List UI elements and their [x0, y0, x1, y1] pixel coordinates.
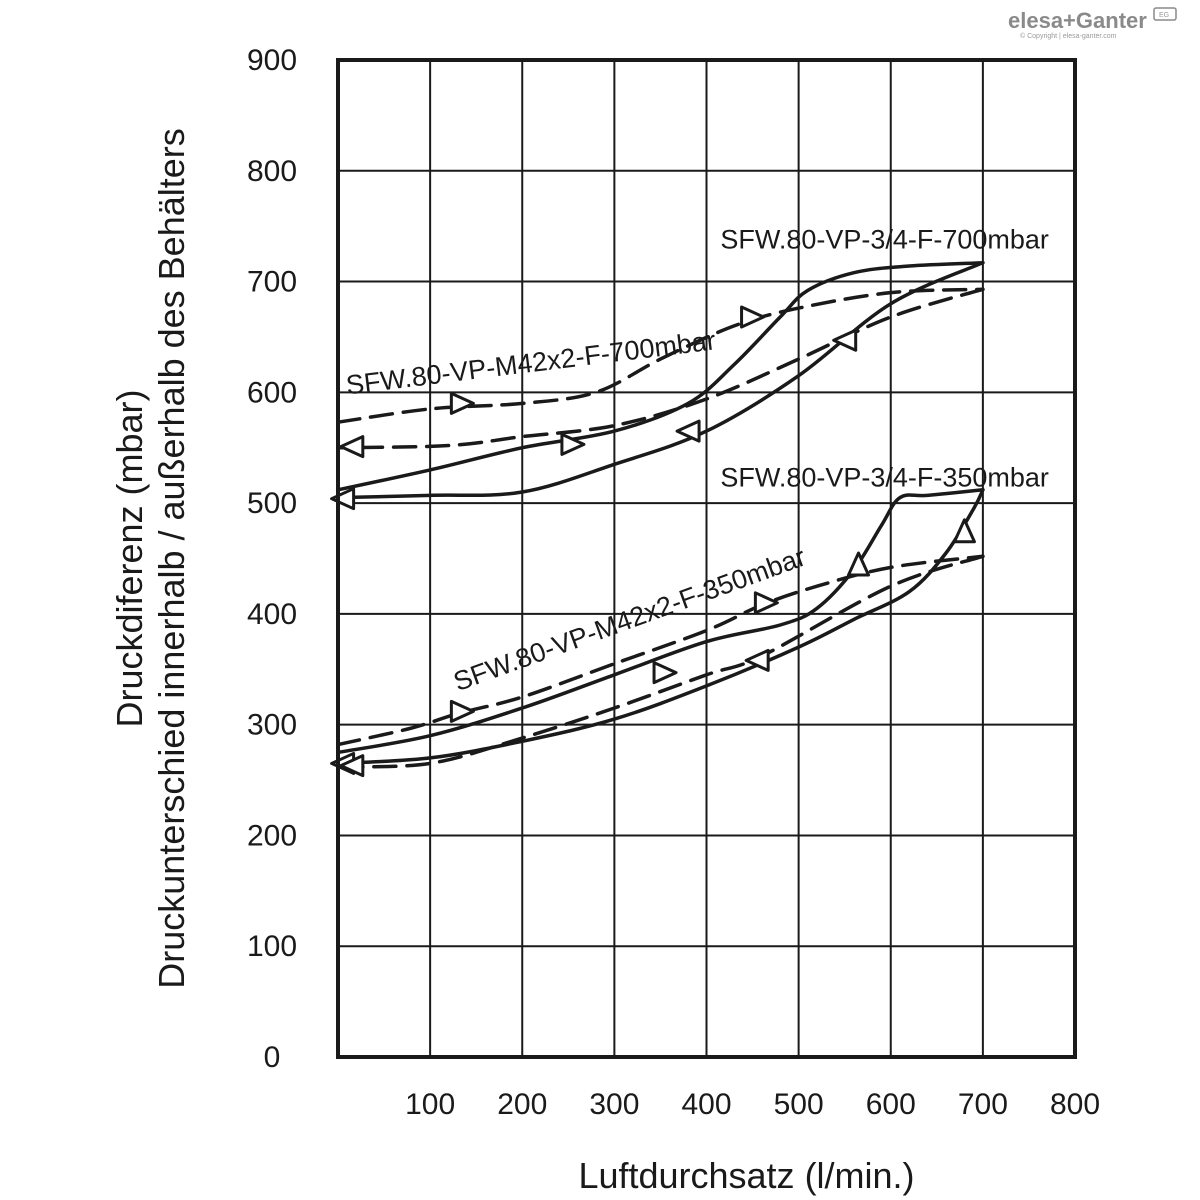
plot-frame: [336, 58, 1077, 1059]
series-2-arrow-1: [952, 518, 976, 544]
x-tick-label-5: 600: [866, 1088, 916, 1121]
series-label-3: SFW.80-VP-M42x2-F-350mbar: [450, 542, 810, 697]
y-tick-label-2: 200: [247, 819, 297, 852]
series-3-loading-line: [336, 554, 985, 747]
brand-logo-text: elesa+Ganter: [1008, 8, 1147, 33]
arrow-layer: [330, 305, 976, 778]
series-3-arrow-1: [652, 661, 678, 685]
x-tick-label-6: 700: [958, 1088, 1008, 1121]
series-1-arrow-3: [339, 435, 365, 459]
series-2-arrow-0: [847, 551, 871, 577]
y-tick-label-8: 800: [247, 155, 297, 188]
series-1-arrow-1: [740, 305, 766, 329]
series-0-loading-line: [336, 260, 985, 492]
x-tick-label-4: 500: [774, 1088, 824, 1121]
y-tick-label-7: 700: [247, 266, 297, 299]
series-1-arrow-0: [449, 391, 475, 415]
x-tick-label-1: 200: [497, 1088, 547, 1121]
series-0-arrow-0: [560, 432, 586, 456]
y-tick-label-0: 0: [264, 1041, 281, 1074]
y-tick-label-6: 600: [247, 376, 297, 409]
x-tick-label-0: 100: [405, 1088, 455, 1121]
series-label-2: SFW.80-VP-3/4-F-350mbar: [720, 462, 1049, 492]
y-tick-label-3: 300: [247, 709, 297, 742]
brand-logo: elesa+Ganter EG © Copyright | elesa-gant…: [1008, 7, 1177, 40]
brand-logo-badge-text: EG: [1159, 12, 1169, 19]
series-0-unloading-line: [336, 260, 985, 500]
series-3-unloading-line: [336, 554, 985, 769]
y-tick-label-4: 400: [247, 598, 297, 631]
series-0-arrow-2: [330, 487, 356, 511]
x-tick-label-3: 400: [681, 1088, 731, 1121]
x-tick-label-7: 800: [1050, 1088, 1100, 1121]
series-0-arrow-1: [675, 419, 701, 443]
y-tick-label-9: 900: [247, 44, 297, 77]
series-3-arrow-4: [339, 754, 365, 778]
series-label-1: SFW.80-VP-M42x2-F-700mbar: [344, 325, 717, 400]
y-tick-label-5: 500: [247, 487, 297, 520]
y-axis-title-1: Druckdiferenz (mbar): [109, 389, 150, 727]
series-1-unloading-line: [336, 287, 985, 450]
brand-logo-badge: [1153, 7, 1177, 21]
copyright-text: © Copyright | elesa-ganter.com: [1020, 32, 1117, 40]
series-3-arrow-0: [449, 699, 475, 723]
series-3-arrow-3: [744, 648, 770, 672]
x-tick-label-2: 300: [589, 1088, 639, 1121]
series-2-loading-line: [336, 488, 985, 755]
series-label-0: SFW.80-VP-3/4-F-700mbar: [720, 224, 1049, 254]
series-labels: SFW.80-VP-3/4-F-700mbar SFW.80-VP-M42x2-F…: [344, 224, 1049, 697]
y-axis-title-2: Druckunterschied innerhalb / außerhalb d…: [151, 128, 192, 988]
x-axis-title: Luftdurchsatz (l/min.): [578, 1155, 914, 1196]
y-tick-label-1: 100: [247, 930, 297, 963]
tick-labels: 100 200 300 400 500 600 700 800 0 100 200 300 400 500…: [247, 44, 1100, 1121]
series-3-arrow-2: [753, 591, 779, 615]
grid: [338, 60, 1075, 1057]
series-1-arrow-2: [832, 328, 858, 352]
